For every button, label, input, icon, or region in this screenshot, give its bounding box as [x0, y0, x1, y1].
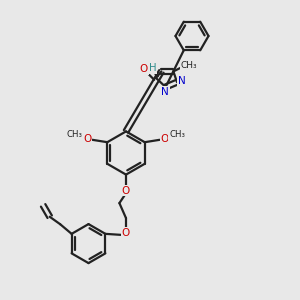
Text: N: N [161, 86, 169, 97]
Text: CH₃: CH₃ [169, 130, 185, 139]
Text: N: N [178, 76, 186, 86]
Text: H: H [149, 63, 156, 74]
Text: CH₃: CH₃ [181, 61, 197, 70]
Text: O: O [122, 185, 130, 196]
Text: O: O [160, 134, 169, 144]
Text: O: O [122, 227, 130, 238]
Text: O: O [140, 64, 148, 74]
Text: CH₃: CH₃ [67, 130, 83, 139]
Text: O: O [83, 134, 92, 144]
